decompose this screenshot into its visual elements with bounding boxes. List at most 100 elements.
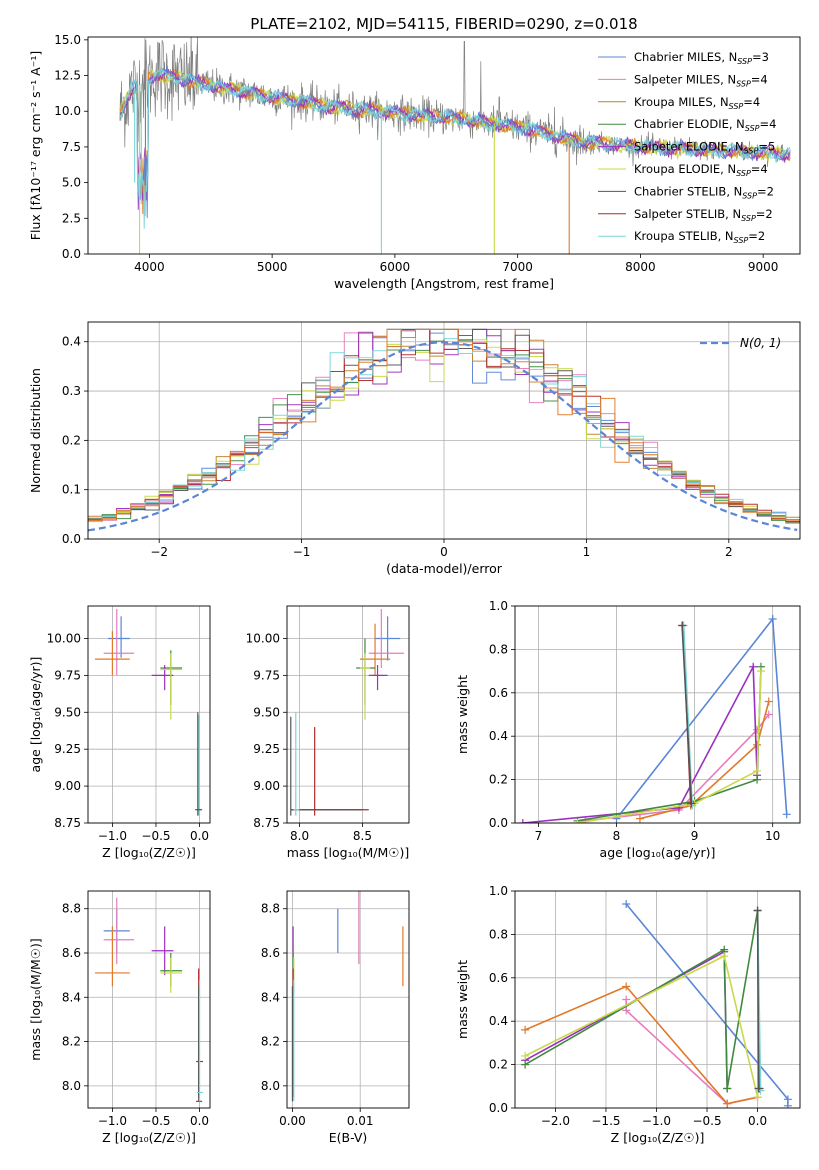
x-axis-label: Z [log₁₀(Z/Z☉)] — [611, 1130, 705, 1145]
x-axis-label: age [log₁₀(age/yr)] — [600, 845, 716, 860]
y-tick-label: 5.0 — [62, 176, 81, 190]
series-marker — [754, 1084, 763, 1093]
series-marker — [768, 615, 777, 624]
y-tick-label: 8.8 — [62, 902, 81, 916]
legend-label: Chabrier STELIB, NSSP=2 — [634, 184, 774, 200]
series-marker — [622, 1006, 631, 1015]
x-tick-label: −1 — [293, 545, 311, 559]
y-axis-label: Flux [fλ10⁻¹⁷ erg cm⁻² s⁻¹ A⁻¹] — [28, 51, 43, 240]
y-tick-label: 10.0 — [54, 104, 81, 118]
y-tick-label: 9.50 — [253, 705, 280, 719]
series-marker — [753, 740, 762, 749]
y-tick-label: 0.0 — [489, 816, 508, 830]
series-marker — [521, 1051, 530, 1060]
plot-area — [94, 608, 203, 816]
gaussian-curve — [88, 341, 798, 532]
x-tick-label: 6000 — [380, 260, 411, 274]
panel-mass_vs_ebv: 0.00 0.01 8.0 8.2 8.4 8.6 8.8 E(B-V) — [261, 890, 410, 1145]
x-tick-label: 2 — [725, 545, 733, 559]
x-axis-label: mass [log₁₀(M/M☉)] — [287, 845, 409, 860]
model-spectrum-kroupa_stelib — [119, 66, 791, 229]
legend-label-main: Salpeter ELODIE, N — [634, 140, 744, 154]
series-marker — [756, 667, 765, 676]
x-tick-label: 1 — [583, 545, 591, 559]
series-line-chabrier_elodie — [524, 910, 759, 1089]
legend-label-sub: SSP — [729, 102, 744, 111]
axes-frame — [514, 890, 801, 1109]
x-tick-label: −1.0 — [98, 1114, 127, 1128]
y-tick-label: 8.4 — [261, 990, 280, 1004]
y-tick-label: 8.2 — [62, 1035, 81, 1049]
series-marker — [622, 982, 631, 991]
y-tick-label: 0.4 — [489, 1014, 508, 1028]
legend-label: Kroupa STELIB, NSSP=2 — [634, 229, 765, 245]
legend-label-tail: =4 — [743, 95, 760, 109]
y-tick-label: 0.3 — [62, 384, 81, 398]
series-line-orange — [524, 985, 758, 1105]
legend-label: Chabrier ELODIE, NSSP=4 — [634, 117, 776, 133]
y-tick-label: 10.00 — [47, 631, 81, 645]
series-line-chabrier_stelib — [681, 625, 693, 804]
x-tick-label: 8.0 — [290, 829, 309, 843]
legend-label-tail: =2 — [757, 184, 774, 198]
x-axis-label: Z [log₁₀(Z/Z☉)] — [102, 845, 196, 860]
y-tick-label: 0.0 — [62, 532, 81, 546]
x-tick-label: −0.5 — [692, 1114, 721, 1128]
plot-area — [290, 608, 404, 816]
y-tick-label: 9.00 — [54, 779, 81, 793]
legend-label: Salpeter STELIB, NSSP=2 — [634, 207, 773, 223]
y-tick-label: 9.00 — [253, 779, 280, 793]
legend-label-tail: =2 — [748, 229, 765, 243]
y-tick-label: 0.1 — [62, 483, 81, 497]
panel-spectrum: 4000 5000 6000 7000 8000 9000 0.0 2.5 5.0 7.5 10.0… — [28, 33, 801, 291]
series-line-chabrier_elodie — [577, 666, 762, 822]
y-tick-label: 9.75 — [253, 668, 280, 682]
series-marker — [753, 1093, 762, 1102]
series-line-chabrier_miles — [615, 616, 788, 820]
y-tick-label: 9.25 — [253, 742, 280, 756]
legend-label-sub: SSP — [741, 214, 756, 223]
series-marker — [674, 803, 683, 812]
series-marker — [521, 1060, 530, 1069]
legend-label: N(0, 1) — [740, 336, 781, 350]
y-tick-label: 1.0 — [489, 599, 508, 613]
y-tick-label: 8.2 — [261, 1035, 280, 1049]
x-tick-label: 0.0 — [190, 1114, 209, 1128]
x-tick-label: 8000 — [625, 260, 656, 274]
x-axis-label: Z [log₁₀(Z/Z☉)] — [102, 1130, 196, 1145]
series-marker — [749, 662, 758, 671]
axes-frame — [286, 890, 410, 1109]
x-tick-label: −2.0 — [541, 1114, 570, 1128]
x-tick-label: 8.5 — [353, 829, 372, 843]
y-tick-label: 8.75 — [253, 816, 280, 830]
legend-label-main: Chabrier STELIB, N — [634, 184, 742, 198]
y-axis-label: mass [log₁₀(M/M☉)] — [28, 938, 43, 1060]
axes-frame — [286, 605, 410, 824]
legend-label-tail: =5 — [758, 140, 775, 154]
plot-area — [518, 615, 791, 823]
y-tick-label: 0.6 — [489, 686, 508, 700]
y-tick-label: 9.25 — [54, 742, 81, 756]
panel-age_vs_Z: −1.0 −0.5 0.0 8.75 9.00 9.25 9.50 9.75 10.00 Z [l… — [28, 605, 211, 860]
x-tick-label: −0.5 — [141, 1114, 170, 1128]
y-tick-label: 9.75 — [54, 668, 81, 682]
legend-label-tail: =4 — [760, 117, 777, 131]
x-tick-label: 9 — [691, 829, 699, 843]
legend-label-main: Kroupa ELODIE, N — [634, 162, 736, 176]
series-marker — [723, 1084, 732, 1093]
x-tick-label: −0.5 — [141, 829, 170, 843]
x-tick-label: 9000 — [748, 260, 779, 274]
plot-area — [88, 328, 800, 532]
legend-label-main: Kroupa MILES, N — [634, 95, 729, 109]
x-axis-label: E(B-V) — [329, 1130, 368, 1145]
series-marker — [573, 819, 582, 823]
legend-label: Kroupa MILES, NSSP=4 — [634, 95, 760, 111]
y-tick-label: 0.0 — [62, 247, 81, 261]
legend-label-sub: SSP — [736, 169, 751, 178]
plot-area — [119, 37, 791, 254]
panel-residuals: −2 −1 0 1 2 0.0 0.1 0.2 0.3 0.4 (data-model)/error… — [28, 321, 801, 576]
x-tick-label: 0.0 — [190, 829, 209, 843]
x-tick-label: 0.00 — [279, 1114, 306, 1128]
panel-massweight_vs_age: 7 8 9 10 0.0 0.2 0.4 0.6 0.8 1.0 age [log₁₀(age/yr… — [455, 599, 801, 860]
x-axis-label: wavelength [Angstrom, rest frame] — [334, 276, 554, 291]
